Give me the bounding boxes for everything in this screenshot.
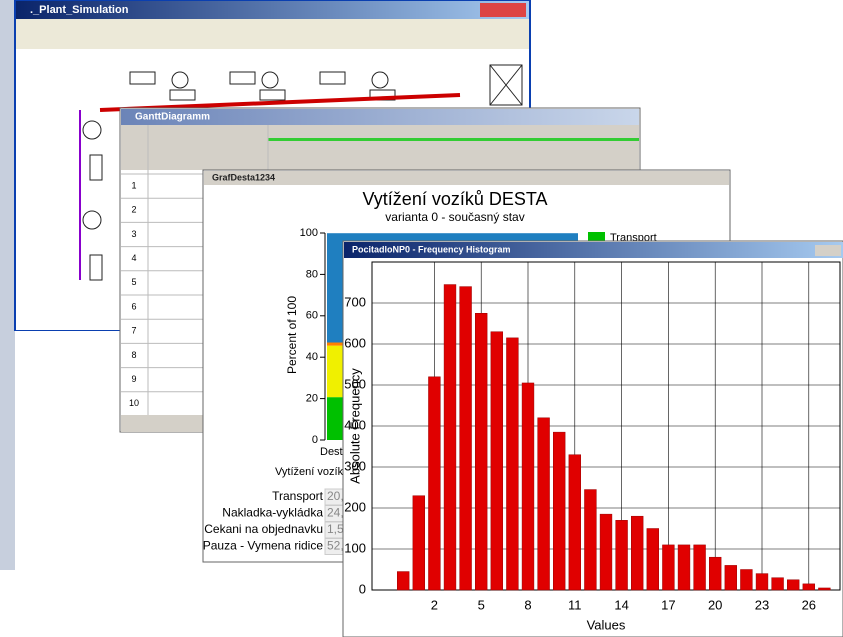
title-bar [204,171,729,185]
bar [740,570,752,591]
chart-title: Vytížení vozíků DESTA [362,189,547,209]
x-tick-label: 23 [755,597,769,612]
bar [662,545,674,590]
x-tick-label: 11 [568,597,582,612]
y-tick-label: 200 [344,499,366,514]
bar [787,580,799,590]
table-label: Cekani na objednavku [204,522,323,536]
bar [803,584,815,590]
bar [475,313,487,590]
y-tick-label: 0 [359,581,366,596]
y-tick-label: 100 [300,227,318,239]
bar [818,588,830,590]
x-tick-label: 14 [614,597,628,612]
bar [616,520,628,590]
y-tick-label: 700 [344,294,366,309]
bar [600,514,612,590]
bar [397,572,409,590]
bar [538,418,550,590]
y-tick-label: 80 [306,268,318,280]
row-number: 1 [131,180,136,190]
bar [460,287,472,590]
table-label: Transport [272,489,324,503]
bar [491,332,503,590]
row-number: 8 [131,350,136,360]
y-tick-label: 400 [344,417,366,432]
y-tick-label: 100 [344,540,366,555]
bar [678,545,690,590]
bar [444,285,456,590]
bar [725,565,737,590]
y-tick-label: 0 [312,434,318,446]
bar [709,557,721,590]
table-label: Pauza - Vymena ridice [203,539,324,553]
header [121,125,639,170]
y-tick-label: 600 [344,335,366,350]
bar [584,490,596,590]
x-tick-label: 20 [708,597,722,612]
screenshot: ._Plant_Simulation GanttDiagramm 1234567… [0,0,843,637]
row-number: 2 [131,205,136,215]
y-tick-label: 300 [344,458,366,473]
bar [647,529,659,591]
page: ._Plant_Simulation GanttDiagramm 1234567… [0,0,843,637]
table-title: Vytížení vozíků [275,466,349,478]
x-tick-label: 2 [431,597,438,612]
row-number: 6 [131,301,136,311]
histogram-window: PocitadloNP0 - Frequency Histogram Absol… [343,241,843,637]
toolbar [16,19,529,49]
table-label: Nakladka-vykládka [222,506,323,520]
window-title: ._Plant_Simulation [30,4,129,16]
bar [569,455,581,590]
desktop-strip [0,0,15,570]
window-title: GanttDiagramm [135,112,210,123]
bar [522,383,534,590]
bar [553,432,565,590]
window-title: PocitadloNP0 - Frequency Histogram [352,244,511,254]
row-number: 5 [131,277,136,287]
x-tick-label: 5 [478,597,485,612]
bar [772,578,784,590]
y-tick-label: 60 [306,310,318,322]
window-buttons[interactable] [815,245,841,256]
chart-subtitle: varianta 0 - současný stav [385,210,524,224]
x-tick-label: 26 [802,597,816,612]
row-number: 4 [131,253,136,263]
row-number: 7 [131,326,136,336]
x-tick-label: 17 [661,597,675,612]
x-tick-label: 8 [524,597,531,612]
x-tick-label: Dest [320,446,343,458]
y-tick-label: 500 [344,376,366,391]
y-axis-label: Percent of 100 [285,296,299,374]
row-number: 10 [129,398,139,408]
x-axis-label: Values [587,617,626,632]
bar [506,338,518,590]
window-buttons[interactable] [480,3,526,17]
bar [631,516,643,590]
bar [428,377,440,590]
timeline [268,138,639,141]
bar [756,574,768,590]
window-title: GrafDesta1234 [212,172,275,182]
row-number: 9 [131,374,136,384]
y-tick-label: 20 [306,393,318,405]
bar [694,545,706,590]
table-value: 1,5 [327,522,344,536]
bar [413,496,425,590]
row-number: 3 [131,229,136,239]
y-tick-label: 40 [306,351,318,363]
